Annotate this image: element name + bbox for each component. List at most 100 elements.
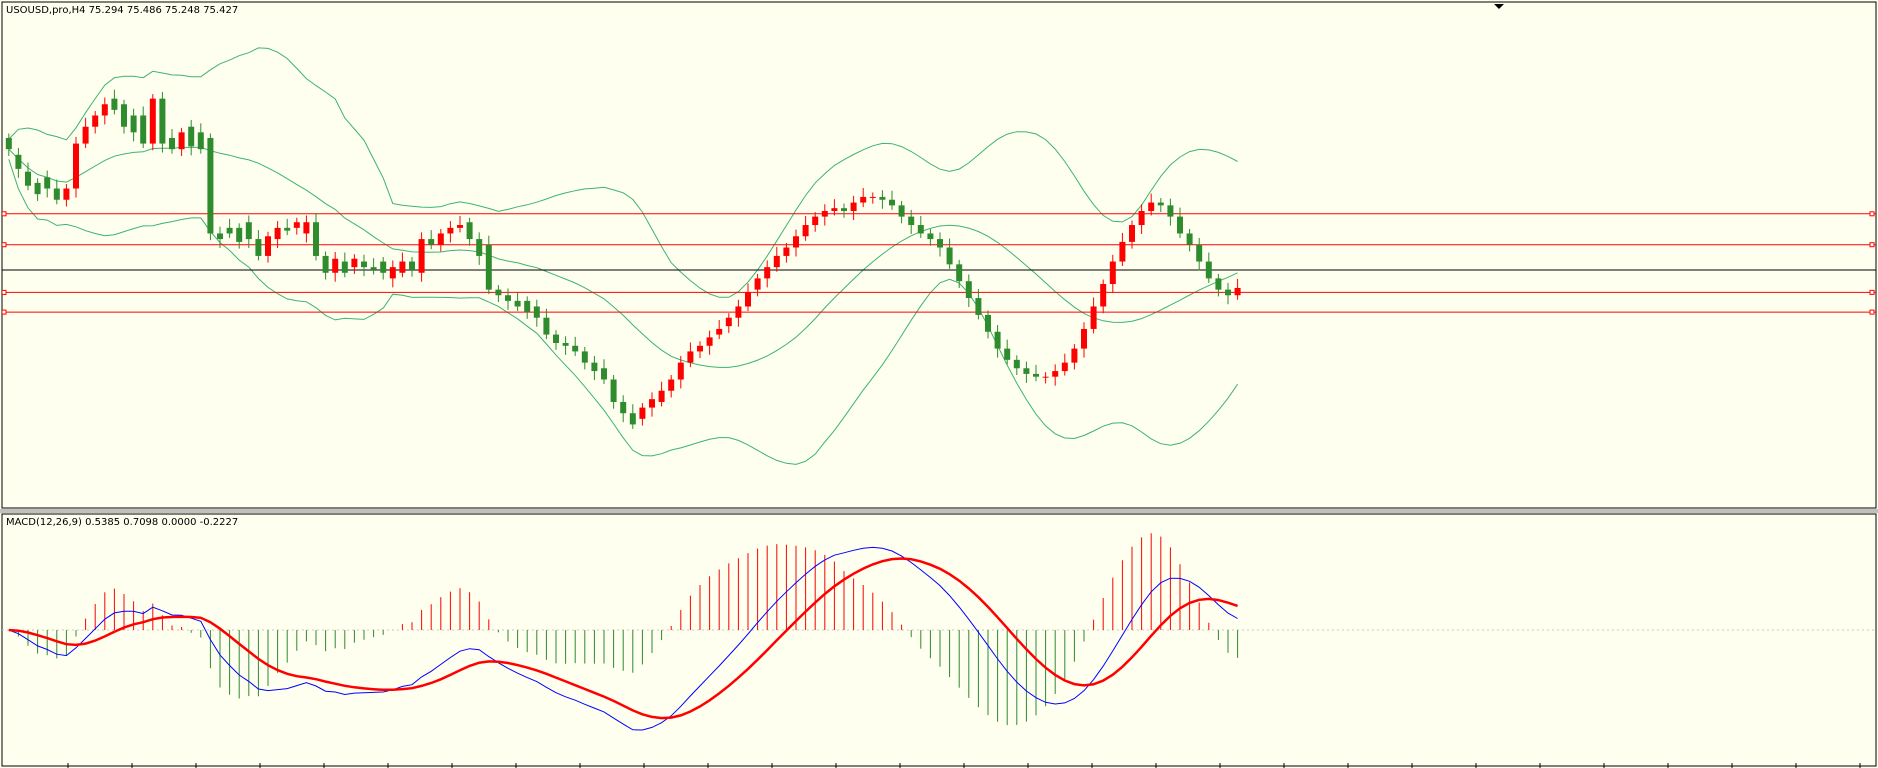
candle-body: [332, 258, 339, 273]
candle-body: [505, 295, 511, 301]
candle: [44, 170, 51, 198]
candle: [82, 117, 89, 149]
candle: [495, 285, 502, 302]
candle-body: [313, 222, 319, 256]
main-plot-area: [2, 47, 1876, 465]
candle-body: [1109, 261, 1116, 285]
candle: [274, 221, 281, 249]
candle-body: [687, 351, 694, 363]
candle-body: [572, 345, 579, 352]
candle-body: [1033, 373, 1039, 377]
level-handle-right: [1869, 242, 1875, 248]
candle: [994, 325, 1001, 358]
candle-body: [965, 281, 972, 299]
candle-body: [524, 300, 531, 313]
candle-body: [370, 267, 377, 270]
candle: [447, 221, 454, 243]
candle-body: [1167, 205, 1174, 217]
candle: [917, 216, 924, 238]
candle: [1013, 355, 1020, 376]
candle: [1225, 282, 1231, 305]
candle-body: [188, 126, 195, 147]
candle: [34, 178, 41, 201]
candle-body: [639, 407, 646, 419]
pane-separator[interactable]: [0, 509, 1878, 513]
candle-body: [860, 196, 867, 203]
candle: [322, 251, 329, 280]
candle: [53, 179, 60, 205]
candle-body: [994, 331, 1001, 349]
candle: [1119, 232, 1126, 267]
macd-pane-border: [1, 513, 1877, 767]
candle-body: [677, 362, 684, 380]
candle: [745, 283, 751, 311]
candle: [485, 235, 492, 295]
candle: [265, 231, 271, 263]
candle-body: [1157, 202, 1164, 206]
candle-body: [514, 300, 521, 307]
candle: [850, 195, 857, 220]
candle: [197, 123, 204, 154]
candle-body: [735, 306, 742, 318]
candle-body: [725, 317, 732, 327]
candle: [1215, 273, 1222, 297]
candle-body: [274, 227, 281, 240]
candle-body: [447, 227, 454, 234]
candle-body: [812, 216, 819, 226]
candle: [773, 246, 780, 272]
candle: [207, 133, 214, 241]
candle-body: [1215, 278, 1222, 290]
main-pane-header: USOUSD,pro,H4 75.294 75.486 75.248 75.42…: [6, 5, 238, 16]
candle: [1234, 278, 1241, 300]
candle-body: [562, 342, 569, 346]
candle: [351, 254, 358, 274]
candle: [1071, 344, 1078, 370]
candle: [927, 228, 934, 246]
candle: [812, 212, 819, 232]
candle: [572, 336, 579, 356]
candle: [668, 375, 675, 398]
candle: [716, 319, 723, 340]
candle-body: [322, 255, 329, 273]
candle-body: [1129, 225, 1135, 242]
candle-body: [111, 98, 118, 110]
candle: [1148, 193, 1155, 216]
candle-body: [178, 132, 185, 150]
candle: [1023, 361, 1030, 383]
candle-body: [985, 314, 991, 332]
main-price-pane[interactable]: USOUSD,pro,H4 75.294 75.486 75.248 75.42…: [1, 1, 1877, 509]
level-handle-left: [2, 309, 7, 315]
candle-body: [802, 225, 809, 237]
candle-body: [15, 154, 22, 169]
candle-body: [697, 345, 703, 352]
candle: [63, 184, 70, 207]
chart-shift-marker-icon[interactable]: [1494, 4, 1504, 9]
candle: [428, 230, 435, 250]
candle-body: [773, 255, 780, 268]
level-handle-right: [1869, 211, 1875, 217]
candle: [639, 403, 646, 426]
candle: [399, 252, 406, 278]
candle: [965, 274, 972, 308]
candle-body: [745, 292, 751, 307]
candle-body: [1081, 328, 1087, 349]
candle-body: [140, 115, 147, 144]
candle-body: [850, 202, 857, 211]
candle-body: [706, 337, 713, 346]
candle-body: [25, 171, 31, 186]
candle-body: [1061, 362, 1068, 372]
candle-body: [437, 233, 444, 245]
candle: [1061, 353, 1068, 376]
macd-pane[interactable]: MACD(12,26,9) 0.5385 0.7098 0.0000 -0.22…: [1, 513, 1877, 767]
candle: [1033, 364, 1039, 382]
candle: [524, 296, 531, 319]
candle-body: [197, 132, 204, 150]
candle: [649, 392, 655, 417]
candle: [937, 232, 943, 257]
candle-body: [1013, 359, 1020, 369]
candle: [409, 257, 415, 277]
candle-body: [1100, 284, 1107, 307]
level-handle-right: [1869, 309, 1875, 315]
candle-body: [1042, 376, 1049, 378]
candle: [332, 251, 339, 282]
